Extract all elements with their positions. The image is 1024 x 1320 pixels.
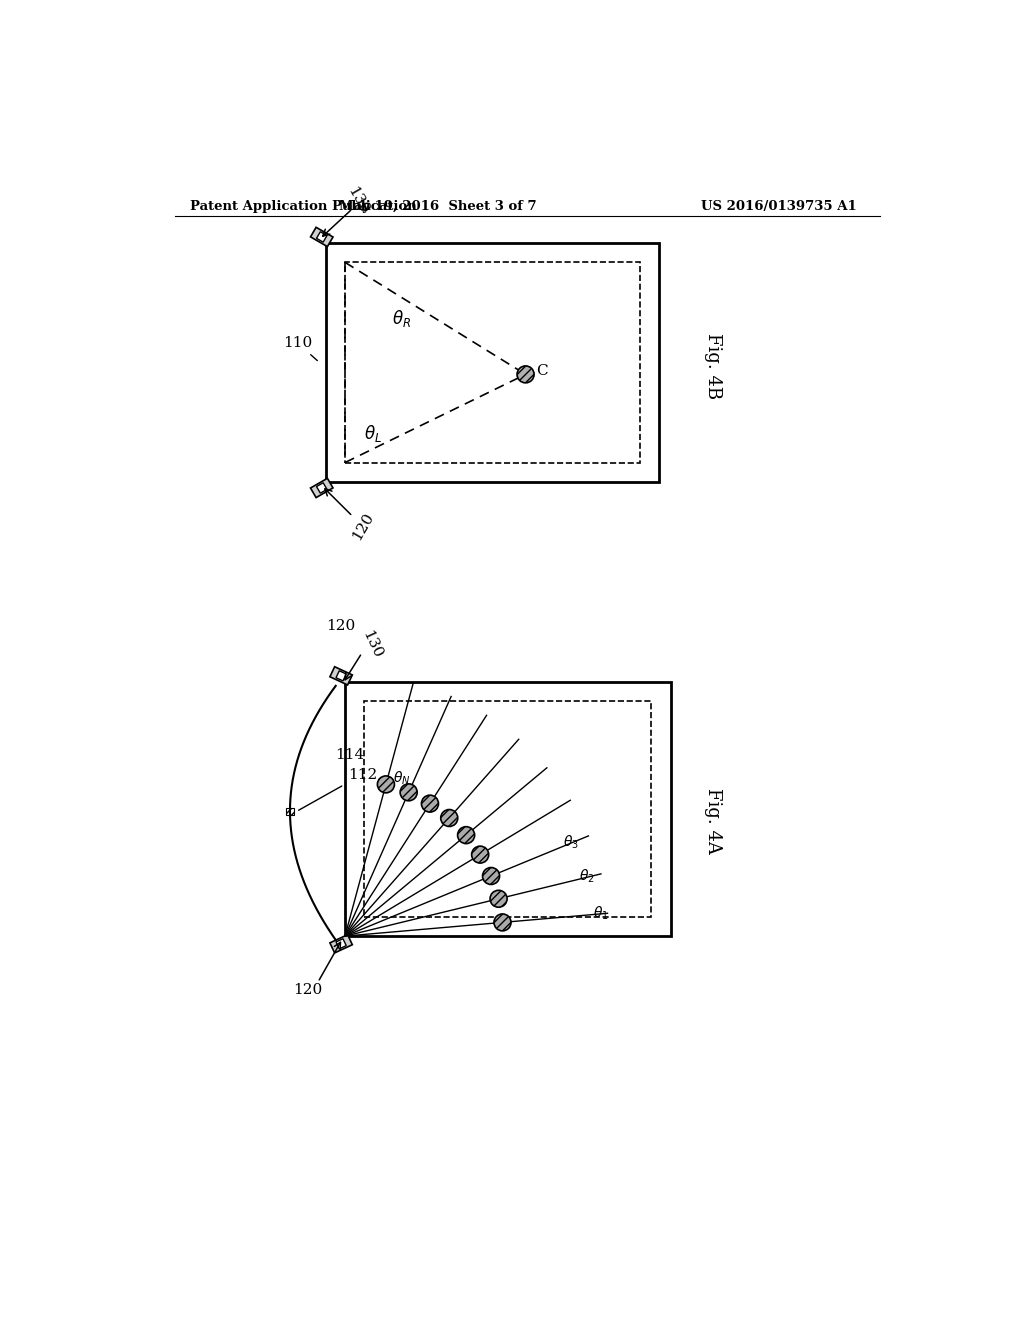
Text: $\theta_2$: $\theta_2$ [579,867,595,886]
Circle shape [472,846,488,863]
Bar [316,483,327,494]
Bar [286,808,294,816]
FancyBboxPatch shape [310,227,333,247]
Circle shape [458,826,475,843]
Circle shape [400,784,417,801]
Bar [316,232,327,242]
Text: $\theta_L$: $\theta_L$ [365,424,382,445]
Text: Fig. 4A: Fig. 4A [705,788,722,854]
Circle shape [378,776,394,793]
Text: $\theta_3$: $\theta_3$ [563,834,579,851]
Text: 112: 112 [348,768,378,783]
Text: C: C [537,364,548,379]
Circle shape [490,890,507,907]
Circle shape [482,867,500,884]
Text: $\theta_1$: $\theta_1$ [593,904,608,921]
Bar [336,671,346,681]
Text: Patent Application Publication: Patent Application Publication [190,199,417,213]
Bar [336,939,346,949]
Bar [345,263,640,462]
Text: 130: 130 [359,628,384,660]
Bar [345,682,671,936]
Text: May 19, 2016  Sheet 3 of 7: May 19, 2016 Sheet 3 of 7 [339,199,537,213]
Bar [365,701,651,917]
Text: 120: 120 [349,511,376,543]
FancyBboxPatch shape [330,667,352,685]
Circle shape [422,795,438,812]
Text: 120: 120 [327,619,355,632]
Text: $\theta_N$: $\theta_N$ [393,770,411,787]
Text: $\theta_R$: $\theta_R$ [391,308,411,329]
FancyBboxPatch shape [310,478,333,498]
Circle shape [440,809,458,826]
Text: US 2016/0139735 A1: US 2016/0139735 A1 [700,199,856,213]
Text: Fig. 4B: Fig. 4B [705,333,722,400]
Text: 120: 120 [293,983,323,997]
Text: 130: 130 [345,185,372,216]
Bar [326,243,658,482]
Circle shape [517,366,535,383]
FancyBboxPatch shape [330,935,352,953]
Text: 110: 110 [283,337,317,360]
Circle shape [494,913,511,931]
Text: 114: 114 [335,748,365,762]
